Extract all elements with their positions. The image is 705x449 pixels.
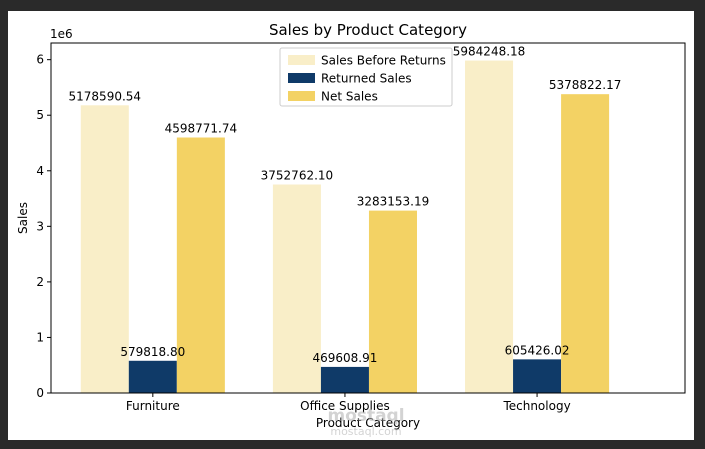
legend-swatch — [288, 91, 315, 101]
bar-value-label: 5178590.54 — [69, 89, 142, 103]
watermark-logo-text: mostaql — [327, 406, 404, 426]
bar — [176, 137, 225, 393]
y-axis-title: Sales — [16, 202, 30, 234]
y-tick-label: 2 — [36, 275, 44, 289]
x-axis-title: Product Category — [316, 416, 420, 430]
bar-value-label: 3283153.19 — [357, 195, 430, 209]
bar — [368, 210, 417, 393]
bars — [80, 60, 610, 393]
legend-swatch — [288, 55, 315, 65]
bar — [465, 60, 514, 393]
x-tick-label: Technology — [502, 399, 570, 413]
bar — [80, 105, 129, 393]
y-tick-label: 6 — [36, 53, 44, 67]
bar-value-label: 605426.02 — [505, 343, 570, 357]
bar — [561, 94, 610, 393]
bar-value-label: 5378822.17 — [549, 78, 622, 92]
legend-swatch — [288, 73, 315, 83]
bar-value-label: 4598771.74 — [165, 122, 238, 136]
axis-ticks: 0 1 2 3 4 5 6 Furniture Office Supplies Technolog… — [36, 53, 570, 413]
legend: Sales Before Returns Returned Sales Net Sa… — [279, 47, 453, 107]
bar-chart: Sales by Product Category 1e6 Sales Prod… — [16, 21, 686, 438]
x-tick-label: Office Supplies — [300, 399, 390, 413]
legend-box — [279, 47, 453, 107]
bar — [320, 366, 369, 393]
y-tick-label: 0 — [36, 386, 44, 400]
watermark-url-text: mostaql.com — [330, 425, 401, 438]
bar-value-label: 469608.91 — [312, 351, 377, 365]
y-tick-label: 1 — [36, 330, 44, 344]
x-tick-label: Furniture — [126, 399, 180, 413]
y-tick-label: 4 — [36, 164, 44, 178]
bar — [513, 359, 562, 393]
legend-entry: Sales Before Returns — [321, 54, 446, 68]
chart-title: Sales by Product Category — [269, 21, 467, 39]
bar — [272, 184, 321, 393]
chart-figure: Sales by Product Category 1e6 Sales Prod… — [8, 11, 694, 440]
y-tick-label: 3 — [36, 219, 44, 233]
watermark: mostaql mostaql.com — [327, 406, 404, 438]
plot-area-frame — [50, 42, 686, 394]
bar-value-labels: 5178590.54 579818.80 4598771.74 3752762.10 4… — [69, 45, 622, 365]
legend-entry: Returned Sales — [321, 72, 412, 86]
y-tick-label: 5 — [36, 108, 44, 122]
bar-value-label: 5984248.18 — [453, 45, 526, 59]
y-axis-multiplier: 1e6 — [50, 27, 73, 41]
bar — [128, 360, 177, 393]
bar-value-label: 579818.80 — [120, 345, 185, 359]
bar-value-label: 3752762.10 — [261, 169, 334, 183]
legend-entry: Net Sales — [321, 90, 378, 104]
